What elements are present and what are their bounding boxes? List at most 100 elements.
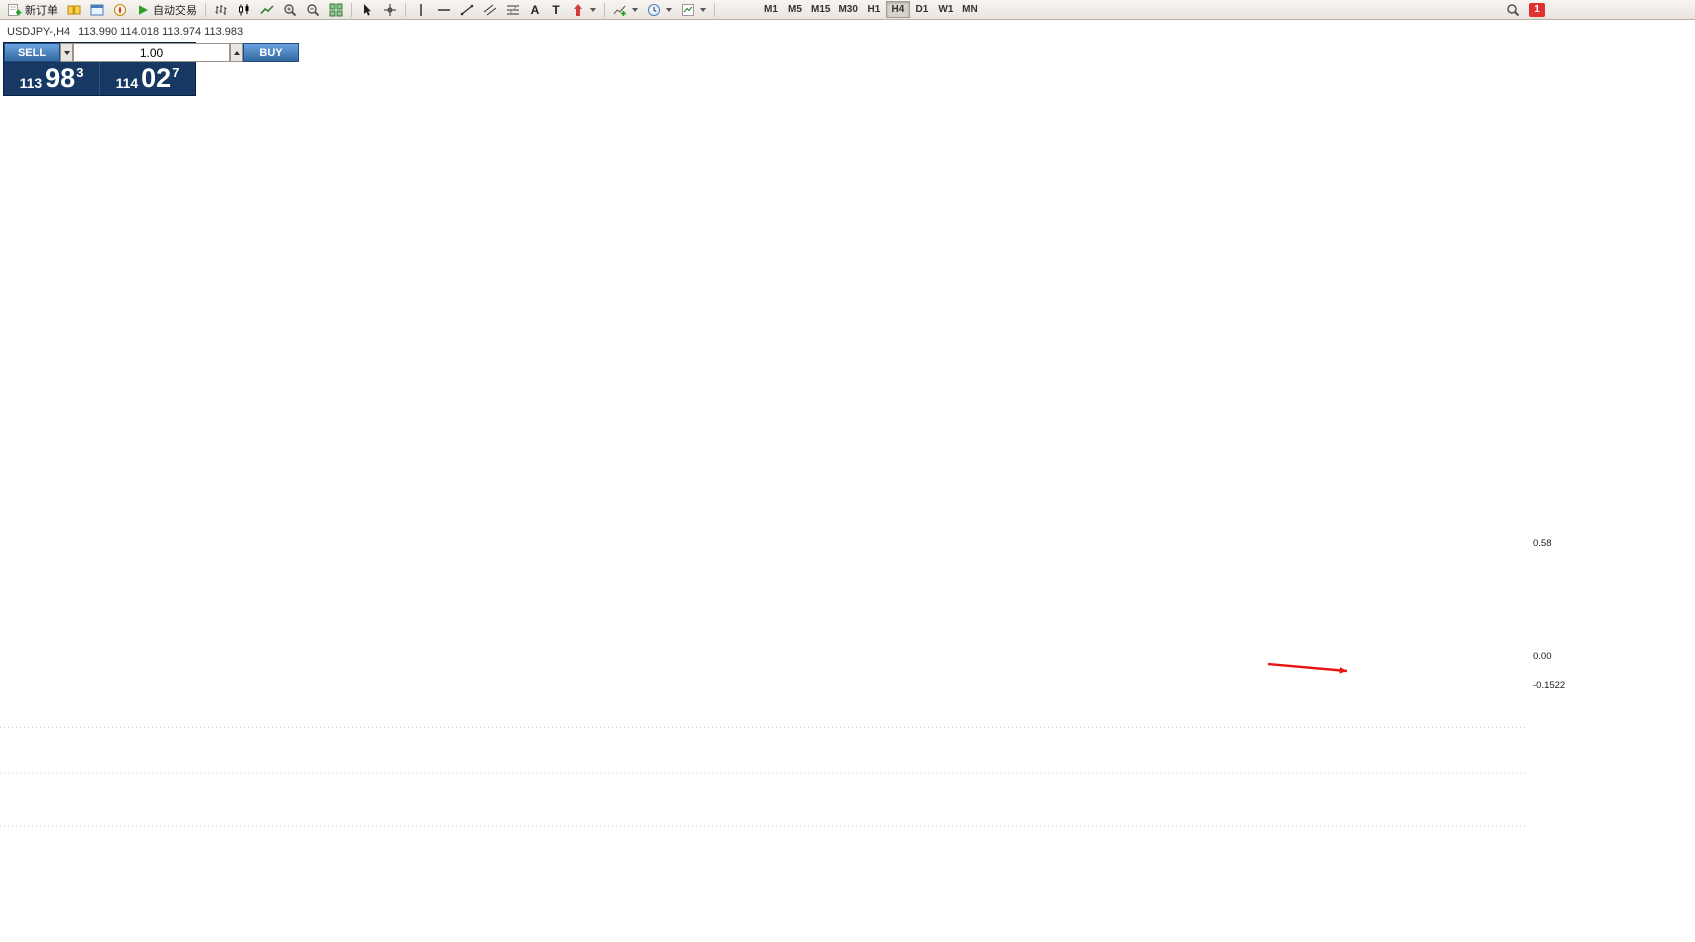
channel-icon: [483, 4, 497, 15]
timeframe-h1-button[interactable]: H1: [862, 1, 886, 18]
toolbar-right-group: 1: [1502, 1, 1545, 19]
ask-big-digits: 02: [141, 63, 172, 93]
rsi-panel: [0, 726, 1528, 827]
timeframe-h4-button[interactable]: H4: [885, 1, 910, 18]
caret-up-icon: [233, 50, 240, 55]
vertical-line-icon: [420, 3, 422, 16]
trendline-tool-button[interactable]: [456, 1, 478, 19]
toolbar-separator: [205, 2, 206, 17]
toolbar: 新订单 自动交易: [0, 0, 1695, 20]
text-tool-button[interactable]: A: [525, 1, 545, 19]
compass-icon: [114, 3, 126, 16]
volume-input[interactable]: [73, 43, 230, 62]
search-icon: [1507, 3, 1520, 16]
bid-prefix: 113: [19, 75, 43, 91]
chart-ohlc-title: USDJPY-,H4 113.990 114.018 113.974 113.98…: [7, 26, 243, 38]
fibonacci-tool-button[interactable]: [502, 1, 524, 19]
ask-pipette: 7: [172, 65, 180, 80]
chart-canvas[interactable]: 0.58 0.00 -0.1522: [0, 20, 1695, 942]
bar-chart-icon: [215, 4, 227, 15]
svg-text:-0.1522: -0.1522: [1533, 680, 1565, 691]
timeframe-m30-button[interactable]: M30: [834, 1, 861, 18]
timeframe-buttons: M1 M5 M15 M30 H1 H4 D1 W1 MN: [759, 1, 982, 18]
horizontal-line-tool-button[interactable]: [433, 1, 455, 19]
chevron-down-icon: [666, 7, 672, 12]
toolbar-separator: [714, 2, 715, 17]
new-order-button[interactable]: 新订单: [4, 1, 62, 19]
clock-icon: [648, 3, 660, 16]
tile-windows-icon: [329, 3, 343, 16]
ohlc-values: 113.990 114.018 113.974 113.983: [78, 26, 244, 38]
timeframe-w1-button[interactable]: W1: [934, 1, 958, 18]
chevron-down-icon: [590, 7, 596, 12]
indicators-icon: [613, 5, 626, 16]
autotrading-button[interactable]: 自动交易: [132, 1, 201, 19]
line-chart-icon: [260, 4, 274, 14]
cursor-button[interactable]: [356, 1, 378, 19]
bid-pipette: 3: [76, 65, 84, 80]
trade-panel-prices: 113 98 3 114 02 7: [4, 62, 195, 95]
market-watch-button[interactable]: [63, 1, 85, 19]
zoom-out-button[interactable]: [302, 1, 324, 19]
crosshair-icon: [384, 3, 396, 16]
toolbar-separator: [351, 2, 352, 17]
indicators-button[interactable]: [609, 1, 642, 19]
text-tool-icon: A: [530, 2, 540, 17]
toolbar-separator: [604, 2, 605, 17]
tile-windows-button[interactable]: [325, 1, 347, 19]
symbol-period-label: USDJPY-,H4: [7, 26, 71, 38]
zoom-in-icon: [284, 3, 297, 16]
one-click-trading-panel: SELL BUY 113 98 3 114 02 7: [3, 42, 299, 96]
volume-decrease-button[interactable]: [60, 43, 73, 62]
buy-button[interactable]: BUY: [243, 43, 299, 62]
periods-button[interactable]: [643, 1, 676, 19]
macd-axis: 0.58 0.00 -0.1522: [1533, 538, 1565, 691]
timeframe-m5-button[interactable]: M5: [783, 1, 807, 18]
window-icon: [90, 4, 104, 15]
sell-button[interactable]: SELL: [4, 43, 60, 62]
bid-big-digits: 98: [45, 63, 76, 93]
zoom-in-button[interactable]: [279, 1, 301, 19]
timeframe-m15-button[interactable]: M15: [807, 1, 834, 18]
ask-prefix: 114: [115, 75, 139, 91]
search-button[interactable]: [1502, 1, 1524, 19]
autotrading-label: 自动交易: [153, 4, 197, 17]
navigator-button[interactable]: [109, 1, 131, 19]
templates-button[interactable]: [677, 1, 710, 19]
book-icon: [67, 5, 81, 14]
arrows-tool-button[interactable]: [567, 1, 600, 19]
play-icon: [139, 4, 148, 15]
trendline-icon: [460, 4, 474, 15]
ask-price: 114 02 7: [100, 62, 195, 95]
horizontal-line-icon: [438, 8, 450, 11]
trade-panel-controls: SELL BUY: [4, 43, 299, 62]
bar-chart-type-button[interactable]: [210, 1, 232, 19]
new-order-label: 新订单: [25, 4, 58, 17]
label-tool-icon: T: [552, 2, 560, 17]
bid-price: 113 98 3: [4, 62, 99, 95]
vertical-line-tool-button[interactable]: [410, 1, 432, 19]
data-window-button[interactable]: [86, 1, 108, 19]
toolbar-separator: [405, 2, 406, 17]
label-tool-button[interactable]: T: [546, 1, 566, 19]
timeframe-mn-button[interactable]: MN: [958, 1, 982, 18]
svg-text:0.58: 0.58: [1533, 538, 1552, 549]
channel-tool-button[interactable]: [479, 1, 501, 19]
template-icon: [682, 3, 694, 16]
notification-badge[interactable]: 1: [1529, 2, 1545, 17]
chevron-down-icon: [632, 7, 638, 12]
timeframe-m1-button[interactable]: M1: [759, 1, 783, 18]
line-chart-type-button[interactable]: [256, 1, 278, 19]
arrow-shape-icon: [574, 3, 582, 16]
candle-chart-type-button[interactable]: [233, 1, 255, 19]
cursor-icon: [364, 3, 371, 15]
chevron-down-icon: [700, 7, 706, 12]
trade-panel-divider: [99, 62, 100, 95]
macd-arrow-annotation[interactable]: [1267, 662, 1348, 674]
new-order-icon: [8, 3, 22, 16]
volume-increase-button[interactable]: [230, 43, 243, 62]
crosshair-button[interactable]: [379, 1, 401, 19]
timeframe-d1-button[interactable]: D1: [910, 1, 934, 18]
chart-region[interactable]: 0.58 0.00 -0.1522 USDJPY-,H4 113.990 114.01…: [0, 20, 1695, 942]
svg-text:0.00: 0.00: [1533, 651, 1552, 662]
